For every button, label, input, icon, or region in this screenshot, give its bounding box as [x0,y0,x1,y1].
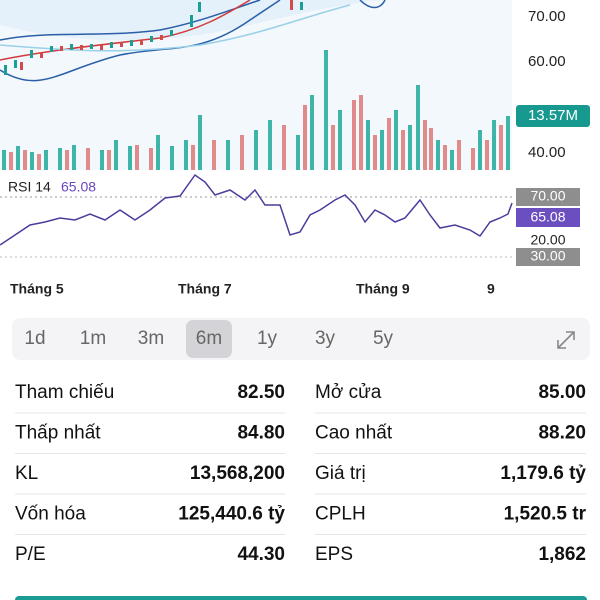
time-label: Tháng 9 [356,281,410,297]
price-label: 40.00 [528,144,566,161]
price-label: 60.00 [528,53,566,70]
rsi-axis-label: 30.00 [530,248,565,264]
price-label: 70.00 [528,8,566,25]
stat-value: 82.50 [237,382,285,403]
stat-label: Cao nhất [315,423,393,444]
stat-label: Vốn hóa [15,504,86,525]
stat-label: Giá trị [315,463,366,484]
stat-value: 125,440.6 tỷ [178,504,285,525]
period-button[interactable]: 3m [138,328,164,349]
stat-value: 1,179.6 tỷ [500,463,586,484]
period-button[interactable]: 5y [373,328,394,349]
period-button[interactable]: 3y [315,328,336,349]
band-fill [0,0,512,41]
period-selected-bg [186,320,232,358]
band-lower [0,0,281,82]
stat-value: 13,568,200 [190,463,285,484]
stat-label: CPLH [315,504,366,525]
stat-label: Tham chiếu [15,382,114,403]
rsi-badge-bg [516,188,580,206]
bottom-button[interactable] [15,596,587,600]
rsi-badge-bg [516,248,580,266]
volume-up [2,50,510,170]
period-button[interactable]: 1m [80,328,106,349]
expand-icon[interactable] [557,331,575,349]
rsi-badge-bg [516,208,580,227]
stat-value: 1,862 [538,544,586,565]
rsi-label: RSI 14 [8,179,51,195]
period-button[interactable]: 1d [24,328,45,349]
stat-label: P/E [15,544,46,565]
band-upper [0,0,386,41]
stats: Tham chiếu 82.50 Mở cửa 85.00 Thấp nhất 84.80… [15,382,587,565]
volume-badge: 13.57M [528,107,578,124]
time-label: Tháng 5 [10,281,64,297]
rsi-line [0,173,513,246]
stat-label: EPS [315,544,353,565]
stat-value: 44.30 [237,544,285,565]
stat-label: Thấp nhất [15,423,101,444]
period-button[interactable]: 1y [257,328,278,349]
stat-value: 1,520.5 tr [504,504,587,525]
stat-label: Mở cửa [315,382,382,403]
rsi-axis-label: 70.00 [530,188,565,204]
stat-value: 84.80 [237,423,285,444]
rsi-axis-label: 20.00 [530,232,565,248]
period-button[interactable]: 6m [196,328,222,349]
rsi-axis-label: 65.08 [530,209,565,225]
stat-value: 88.20 [538,423,586,444]
period-group: 1d 1m 3m 6m 1y 3y 5y [24,328,393,349]
volume-badge-bg [516,105,590,127]
volume-down [9,95,503,170]
stat-value: 85.00 [538,382,586,403]
time-label: Tháng 7 [178,281,232,297]
time-label: 9 [487,281,495,297]
price-chart [0,0,512,170]
rsi-value: 65.08 [61,179,96,195]
stat-label: KL [15,463,38,484]
period-bar [12,318,590,360]
